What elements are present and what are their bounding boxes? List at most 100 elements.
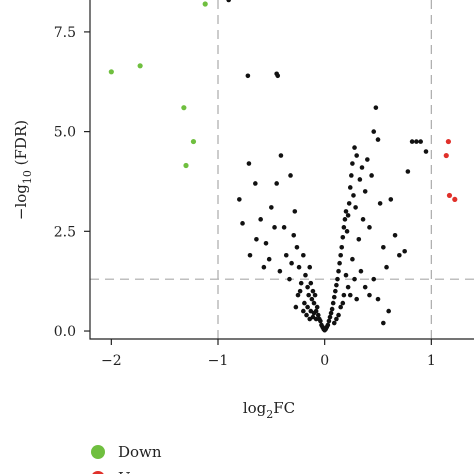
- point-ns-15: [292, 209, 298, 214]
- point-ns-25: [289, 260, 294, 266]
- point-ns-21: [272, 225, 277, 230]
- point-ns-13: [281, 225, 287, 230]
- point-ns-34: [308, 280, 314, 286]
- point-ns-63: [326, 318, 332, 324]
- point-ns-20: [266, 256, 272, 262]
- point-ns-19: [261, 264, 267, 270]
- point-ns-83: [347, 185, 353, 190]
- point-ns-101: [377, 201, 383, 206]
- point-down-3: [190, 138, 197, 145]
- legend-label-up: Up: [118, 469, 140, 474]
- x-tick-label-3: 1: [427, 353, 436, 369]
- point-ns-58: [311, 310, 317, 316]
- point-ns-90: [356, 236, 362, 242]
- y-tick-label-2: 5.0: [54, 125, 76, 141]
- legend: Down Up: [91, 443, 162, 474]
- point-ns-55: [302, 300, 307, 306]
- point-ns-108: [405, 169, 411, 174]
- threshold-lines: [90, 0, 474, 339]
- point-ns-126: [338, 304, 343, 310]
- point-ns-3: [275, 73, 281, 79]
- axis-frame: [89, 0, 474, 340]
- point-ns-31: [305, 284, 310, 290]
- point-ns-73: [337, 260, 342, 266]
- point-down-5: [202, 1, 208, 7]
- point-ns-111: [418, 139, 423, 144]
- point-ns-24: [287, 276, 292, 282]
- point-ns-64: [327, 314, 333, 320]
- point-ns-88: [353, 205, 358, 210]
- point-ns-89: [354, 153, 359, 158]
- point-ns-30: [303, 272, 308, 278]
- point-ns-28: [298, 280, 304, 286]
- point-ns-85: [350, 161, 355, 166]
- point-ns-77: [341, 225, 347, 230]
- point-ns-110: [414, 139, 419, 144]
- point-ns-8: [258, 217, 263, 222]
- point-ns-49: [293, 304, 299, 310]
- point-ns-65: [328, 310, 334, 316]
- point-ns-84: [349, 173, 354, 178]
- y-tick-label-0: 0.0: [54, 324, 76, 340]
- point-ns-50: [301, 308, 306, 314]
- point-ns-102: [381, 244, 386, 250]
- legend-label-down: Down: [118, 443, 162, 461]
- legend-marker-down: [91, 445, 105, 459]
- point-up-2: [446, 192, 453, 199]
- point-ns-96: [367, 225, 372, 230]
- point-ns-23: [283, 252, 289, 258]
- point-ns-115: [347, 292, 353, 298]
- point-ns-117: [352, 276, 357, 282]
- point-ns-120: [362, 284, 368, 290]
- point-ns-72: [336, 268, 341, 274]
- point-ns-43: [318, 318, 323, 324]
- point-ns-113: [343, 272, 349, 278]
- point-ns-4: [237, 197, 242, 202]
- point-ns-56: [305, 304, 310, 310]
- y-axis-label: −log10 (FDR): [12, 120, 34, 220]
- point-ns-95: [365, 157, 370, 162]
- point-down-1: [137, 63, 143, 69]
- point-ns-33: [307, 264, 313, 270]
- y-tick-label-1: 2.5: [54, 224, 76, 240]
- point-ns-59: [313, 316, 319, 322]
- point-ns-40: [314, 304, 320, 310]
- point-ns-54: [297, 288, 303, 294]
- point-ns-131: [340, 300, 346, 306]
- point-ns-78: [342, 217, 348, 222]
- point-ns-7: [253, 181, 258, 186]
- point-ns-6: [246, 161, 252, 166]
- point-ns-93: [360, 217, 366, 222]
- point-ns-69: [333, 288, 338, 294]
- point-ns-119: [358, 268, 364, 274]
- point-ns-70: [334, 282, 339, 288]
- point-ns-5: [240, 221, 245, 226]
- point-up-1: [443, 152, 449, 159]
- point-ns-99: [373, 105, 379, 110]
- x-tick-label-0: −2: [101, 353, 122, 369]
- point-ns-125: [386, 308, 391, 314]
- point-ns-122: [371, 276, 377, 282]
- point-ns-129: [334, 316, 339, 322]
- point-ns-38: [312, 292, 318, 298]
- point-ns-103: [384, 264, 389, 270]
- point-ns-121: [367, 292, 372, 298]
- point-ns-35: [309, 296, 315, 302]
- point-ns-66: [329, 306, 335, 312]
- point-ns-62: [325, 322, 331, 328]
- point-ns-112: [423, 149, 429, 154]
- point-ns-11: [274, 181, 279, 186]
- point-ns-29: [301, 252, 306, 258]
- point-ns-1: [245, 73, 251, 79]
- point-ns-124: [381, 320, 386, 326]
- point-ns-18: [247, 252, 253, 258]
- point-ns-36: [310, 288, 316, 294]
- point-ns-127: [341, 292, 347, 298]
- point-ns-75: [339, 244, 345, 250]
- data-points: [108, 0, 458, 333]
- point-ns-48: [295, 292, 301, 298]
- point-ns-79: [343, 209, 349, 214]
- point-ns-51: [304, 312, 309, 318]
- point-ns-107: [402, 248, 407, 254]
- point-ns-0: [226, 0, 231, 3]
